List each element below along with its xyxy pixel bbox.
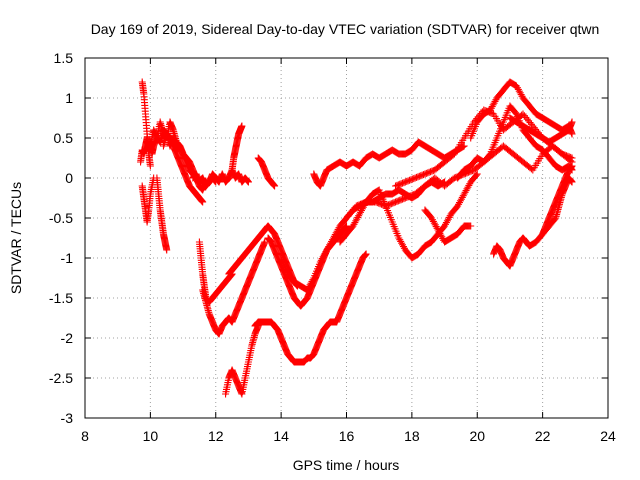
data-point: [568, 130, 576, 138]
data-point: [567, 153, 575, 161]
y-tick-label: -1.5: [49, 290, 73, 306]
x-tick-label: 12: [208, 428, 224, 444]
data-point: [146, 162, 154, 170]
data-point: [261, 238, 269, 246]
data-point: [271, 182, 279, 190]
plot-frame: [84, 57, 609, 419]
data-point: [472, 171, 480, 179]
data-point: [244, 178, 252, 186]
y-tick-label: -0.5: [49, 210, 73, 226]
x-tick-label: 10: [143, 428, 159, 444]
x-tick-label: 24: [600, 428, 616, 444]
data-point: [568, 118, 576, 126]
data-point: [362, 250, 370, 258]
data-point: [459, 143, 467, 151]
x-tick-label: 20: [469, 428, 485, 444]
data-point: [568, 162, 576, 170]
data-point: [199, 198, 207, 206]
data-points: [137, 78, 576, 398]
y-tick-label: -1: [61, 250, 74, 266]
chart-title: Day 169 of 2019, Sidereal Day-to-day VTE…: [91, 21, 600, 37]
x-tick-label: 16: [339, 428, 355, 444]
data-point: [568, 178, 576, 186]
y-tick-label: -2: [61, 330, 74, 346]
data-point: [343, 222, 350, 230]
y-tick-label: 1.5: [54, 50, 74, 66]
y-tick-label: -3: [61, 410, 74, 426]
x-tick-label: 22: [535, 428, 551, 444]
data-point: [163, 246, 171, 254]
y-tick-label: 0.5: [54, 130, 74, 146]
x-tick-label: 8: [81, 428, 89, 444]
x-axis-label: GPS time / hours: [293, 457, 400, 473]
data-point: [473, 170, 481, 178]
y-tick-label: -2.5: [49, 370, 73, 386]
data-point: [568, 154, 576, 162]
data-point: [467, 222, 475, 230]
y-tick-label: 0: [65, 170, 73, 186]
y-tick-label: 1: [65, 90, 73, 106]
data-point: [238, 122, 246, 130]
y-axis-label: SDTVAR / TECUs: [8, 182, 24, 294]
x-tick-label: 18: [404, 428, 420, 444]
x-tick-label: 14: [273, 428, 289, 444]
axis-ticks: 8 10 12 14 16 18 20 22 24 1.5 1 0.5 0 -0.5 -1 -1.5 -2 -2.…: [49, 50, 616, 444]
data-point: [309, 276, 317, 284]
